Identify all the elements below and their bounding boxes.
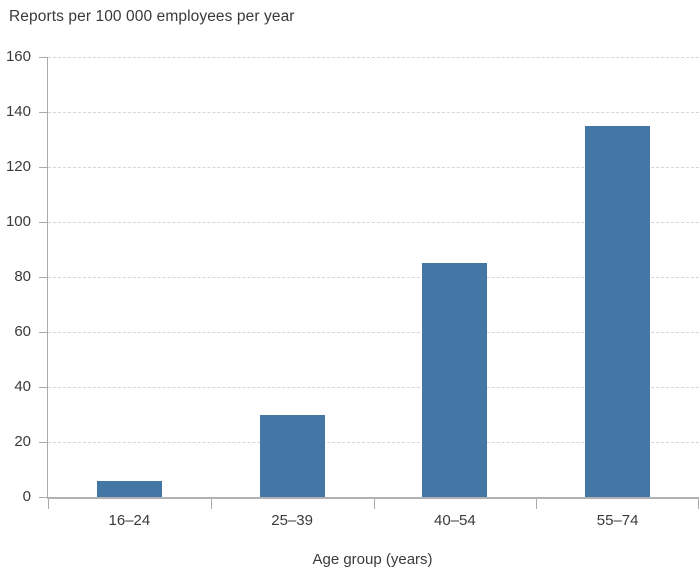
y-axis-tick — [39, 112, 47, 113]
chart-title: Reports per 100 000 employees per year — [9, 8, 295, 25]
x-axis-tick — [373, 499, 375, 509]
y-axis-tick — [39, 387, 47, 388]
bar — [422, 263, 488, 497]
y-axis-tick-label: 160 — [5, 48, 31, 65]
gridline — [48, 387, 699, 388]
y-axis-tick-label: 60 — [14, 323, 31, 340]
x-axis-category-label: 55–74 — [596, 512, 639, 529]
y-axis-tick — [39, 57, 47, 58]
y-axis-tick-label: 0 — [22, 488, 31, 505]
y-axis-tick — [39, 167, 47, 168]
x-axis-category-label: 40–54 — [434, 512, 476, 529]
bar — [585, 125, 651, 497]
x-axis-tick — [48, 499, 49, 509]
y-axis-tick-label: 40 — [14, 378, 31, 395]
x-axis-tick — [536, 499, 538, 509]
y-axis-tick-label: 120 — [5, 158, 31, 175]
gridline — [48, 167, 699, 168]
gridline — [48, 442, 699, 443]
gridline — [48, 332, 699, 333]
gridline — [48, 222, 699, 223]
y-axis-tick-label: 140 — [5, 103, 31, 120]
gridline — [48, 277, 699, 278]
y-axis-tick — [39, 222, 47, 223]
x-axis-category-label: 25–39 — [271, 512, 313, 529]
x-axis-category-label: 16–24 — [108, 512, 151, 529]
y-axis-tick-label: 80 — [14, 268, 31, 285]
bar — [96, 480, 162, 497]
y-axis-tick-label: 100 — [5, 213, 31, 230]
bar — [259, 414, 325, 497]
y-axis-tick — [39, 277, 47, 278]
y-axis-tick — [39, 442, 47, 443]
y-axis-tick — [39, 332, 47, 333]
y-axis-tick — [39, 497, 47, 498]
plot-area: 0 20 40 60 80 100 120 140 160 16–24 25–39 40–54 55–7… — [6, 49, 699, 529]
gridline — [48, 112, 699, 113]
x-axis-tick — [698, 499, 699, 509]
y-axis-tick-label: 20 — [14, 433, 31, 450]
gridline — [48, 57, 699, 58]
x-axis-tick — [210, 499, 212, 509]
x-axis-title: Age group (years) — [312, 551, 433, 568]
